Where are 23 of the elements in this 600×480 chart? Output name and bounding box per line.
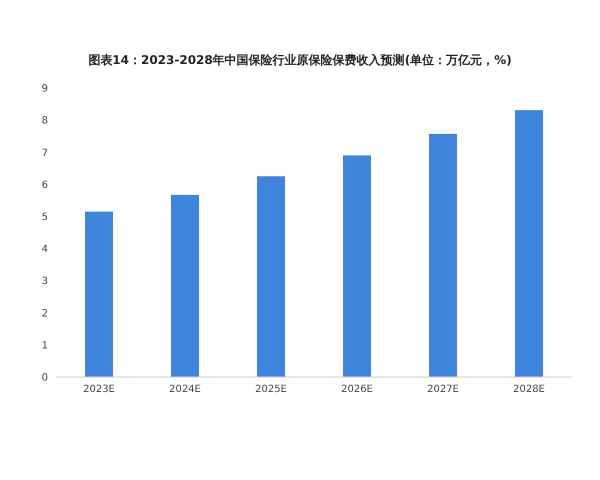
y-tick-label: 6 <box>42 180 48 191</box>
y-tick-label: 4 <box>42 244 48 256</box>
x-tick-label: 2028E <box>513 384 545 396</box>
x-tick-label: 2023E <box>83 384 115 396</box>
x-tick-label: 2024E <box>169 384 201 396</box>
bar <box>85 212 113 377</box>
bar <box>515 110 543 377</box>
y-tick-label: 7 <box>42 148 48 159</box>
x-tick-label: 2027E <box>427 384 459 396</box>
bar <box>257 176 285 377</box>
y-tick-label: 3 <box>42 276 48 288</box>
x-tick-label: 2026E <box>341 384 373 396</box>
x-tick-label: 2025E <box>255 384 287 396</box>
y-tick-label: 0 <box>42 372 48 384</box>
y-tick-label: 1 <box>42 340 48 352</box>
chart-title: 图表14：2023-2028年中国保险行业原保险保费收入预测(单位：万亿元，%) <box>87 52 513 69</box>
y-tick-label: 8 <box>42 116 48 127</box>
bar <box>429 134 457 377</box>
y-tick-label: 2 <box>42 308 48 320</box>
y-tick-label: 5 <box>42 212 48 223</box>
bar <box>343 155 371 377</box>
y-tick-label: 9 <box>42 84 48 95</box>
bar <box>171 194 199 377</box>
